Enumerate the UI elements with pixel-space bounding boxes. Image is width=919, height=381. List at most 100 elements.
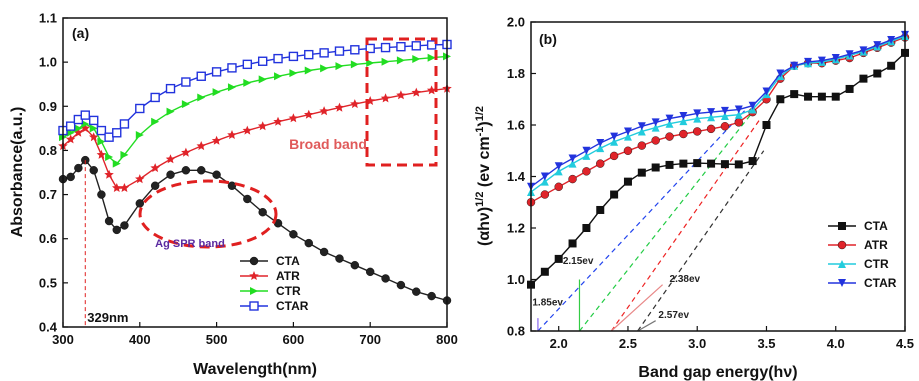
legend-marker-ctr bbox=[838, 260, 846, 268]
data-point-ctr bbox=[582, 151, 591, 160]
data-point-cta bbox=[651, 163, 660, 172]
data-point-ctr bbox=[105, 153, 114, 162]
data-point-cta bbox=[396, 280, 406, 290]
tangent-line-1 bbox=[537, 109, 747, 332]
data-point-cta bbox=[748, 157, 757, 166]
series-line-cta bbox=[530, 52, 906, 286]
data-point-ctar bbox=[65, 121, 76, 131]
data-point-cta bbox=[335, 254, 344, 263]
data-point-cta bbox=[166, 170, 175, 179]
data-point-ctr bbox=[197, 93, 206, 102]
data-point-ctar bbox=[304, 49, 314, 60]
data-point-atr bbox=[112, 183, 122, 192]
data-point-atr bbox=[334, 102, 345, 112]
data-point-atr bbox=[119, 183, 130, 192]
data-point-ctr bbox=[679, 117, 688, 126]
band-gap-label-4: 2.57ev bbox=[658, 310, 689, 321]
legend-marker-ctr bbox=[250, 287, 258, 295]
data-point-cta bbox=[665, 160, 674, 169]
data-point-ctar bbox=[334, 46, 345, 56]
data-point-ctar bbox=[665, 114, 674, 123]
band-gap-label-3: 2.38ev bbox=[670, 274, 701, 285]
y-tick-label: 0.4 bbox=[39, 320, 58, 335]
y-tick-label: 1.8 bbox=[507, 66, 525, 81]
data-point-ctr bbox=[568, 159, 577, 168]
data-point-atr bbox=[665, 132, 674, 141]
data-point-ctar bbox=[119, 119, 130, 129]
data-point-ctar bbox=[165, 83, 176, 94]
data-point-cta bbox=[350, 261, 360, 270]
data-point-atr bbox=[257, 121, 268, 131]
data-point-cta bbox=[637, 168, 646, 177]
data-point-ctar bbox=[804, 57, 813, 66]
data-point-cta bbox=[150, 181, 160, 190]
data-point-cta bbox=[804, 92, 813, 101]
data-point-ctr bbox=[212, 88, 221, 97]
data-point-cta bbox=[66, 172, 75, 182]
data-point-cta bbox=[817, 92, 826, 101]
data-point-ctr bbox=[610, 137, 619, 146]
data-point-ctr bbox=[320, 64, 329, 73]
x-tick-label: 300 bbox=[52, 332, 74, 347]
x-tick-label: 800 bbox=[436, 332, 458, 347]
y-title-part-e: ) bbox=[476, 121, 493, 126]
data-point-ctr bbox=[289, 69, 298, 78]
y-title-part-d: -1 bbox=[474, 127, 486, 137]
tangent-line-4 bbox=[637, 150, 765, 332]
panel-b-tangent-lines bbox=[537, 109, 765, 332]
data-point-atr bbox=[651, 136, 660, 145]
legend-label-atr: ATR bbox=[864, 238, 888, 252]
data-point-atr bbox=[365, 96, 375, 105]
data-point-atr bbox=[89, 132, 99, 142]
x-tick-label: 400 bbox=[129, 332, 151, 347]
data-point-cta bbox=[776, 95, 785, 104]
data-point-ctr bbox=[304, 66, 313, 75]
data-point-ctar bbox=[380, 42, 391, 53]
legend-marker-atr bbox=[249, 271, 259, 280]
data-point-ctar bbox=[748, 101, 757, 110]
legend-label-ctar: CTAR bbox=[276, 299, 309, 313]
band-gap-pointer-3 bbox=[610, 284, 663, 332]
data-point-atr bbox=[165, 154, 176, 164]
data-point-ctr bbox=[166, 107, 175, 116]
data-point-ctar bbox=[288, 51, 299, 62]
data-point-ctar bbox=[623, 127, 632, 136]
panel-a-frame bbox=[62, 17, 448, 328]
data-point-cta bbox=[887, 61, 896, 70]
data-point-ctar bbox=[89, 115, 99, 126]
data-point-ctar bbox=[242, 59, 253, 70]
series-line-atr bbox=[62, 87, 448, 189]
x-tick-label: 700 bbox=[359, 332, 381, 347]
y-title-part-f: 1/2 bbox=[474, 106, 486, 121]
data-point-ctar bbox=[396, 41, 406, 52]
data-point-cta bbox=[720, 160, 729, 169]
x-tick-label: 600 bbox=[283, 332, 305, 347]
panel-a-chart: Broad band Ag SPR band 329nm 300 400 500 60… bbox=[9, 11, 458, 379]
band-gap-label-2: 2.15ev bbox=[563, 256, 594, 267]
y-tick-label: 1.0 bbox=[39, 55, 57, 70]
data-point-ctar bbox=[790, 61, 799, 70]
data-point-ctar bbox=[873, 41, 882, 50]
y-tick-label: 0.6 bbox=[39, 231, 57, 246]
data-point-cta bbox=[582, 224, 591, 232]
data-point-ctr bbox=[651, 123, 660, 132]
data-point-ctr bbox=[335, 62, 344, 71]
data-point-ctr bbox=[81, 119, 90, 128]
y-tick-label: 0.9 bbox=[39, 99, 57, 114]
data-point-ctr bbox=[74, 124, 83, 133]
data-point-cta bbox=[304, 238, 313, 248]
data-point-ctr bbox=[427, 53, 436, 62]
x-tick-label: 4.5 bbox=[896, 336, 914, 351]
data-point-cta bbox=[873, 69, 882, 78]
data-point-ctr bbox=[707, 113, 716, 122]
y-tick-label: 0.8 bbox=[39, 143, 57, 158]
data-point-ctr bbox=[243, 78, 252, 87]
data-point-ctar bbox=[411, 41, 421, 51]
data-point-cta bbox=[112, 225, 121, 235]
y-title-part-a: (αhν) bbox=[476, 207, 493, 246]
data-point-atr bbox=[211, 135, 222, 145]
broad-band-label: Broad band bbox=[289, 136, 367, 152]
data-point-cta bbox=[734, 160, 743, 169]
y-tick-label: 0.7 bbox=[39, 187, 57, 202]
